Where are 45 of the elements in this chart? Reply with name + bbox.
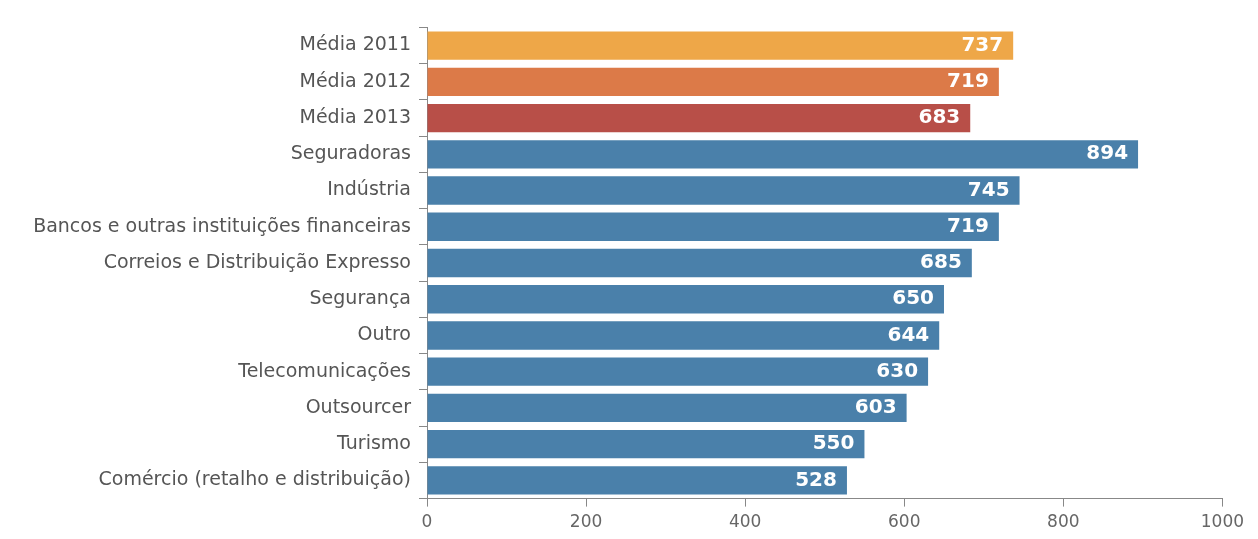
data-label: 685 bbox=[920, 249, 962, 274]
bar bbox=[427, 103, 971, 133]
x-tick-label: 800 bbox=[1047, 511, 1080, 532]
data-label: 550 bbox=[812, 430, 855, 455]
x-tick-label: 200 bbox=[569, 511, 603, 532]
data-label: 630 bbox=[876, 357, 919, 382]
data-label: 737 bbox=[961, 31, 1004, 56]
y-tick-label: Telecomunicações bbox=[237, 358, 411, 381]
y-tick-label: Correios e Distribuição Expresso bbox=[103, 249, 411, 272]
bar bbox=[427, 67, 999, 96]
y-tick-label: Turismo bbox=[336, 431, 411, 454]
y-tick-label: Bancos e outras instituições financeiras bbox=[33, 213, 411, 236]
bar bbox=[427, 430, 865, 459]
bar bbox=[427, 248, 972, 278]
bar bbox=[427, 285, 944, 314]
bar bbox=[427, 466, 847, 495]
x-tick-label: 600 bbox=[887, 511, 921, 532]
data-label: 650 bbox=[892, 285, 934, 310]
x-tick-label: 400 bbox=[728, 511, 762, 532]
data-label: 894 bbox=[1086, 140, 1129, 165]
data-label: 719 bbox=[947, 212, 989, 237]
bar bbox=[427, 212, 999, 241]
y-tick-label: Comércio (retalho e distribuição) bbox=[98, 467, 411, 490]
x-tick-label: 0 bbox=[421, 511, 433, 532]
bar bbox=[427, 176, 1020, 205]
data-label: 719 bbox=[947, 67, 989, 92]
bar bbox=[427, 357, 929, 386]
data-label: 528 bbox=[795, 466, 837, 491]
y-tick-label: Indústria bbox=[327, 177, 411, 200]
data-label: 745 bbox=[967, 176, 1010, 201]
bar bbox=[427, 321, 940, 350]
data-label: 644 bbox=[887, 321, 930, 346]
y-tick-label: Outsourcer bbox=[305, 394, 412, 417]
data-label: 603 bbox=[854, 394, 897, 419]
y-tick-label: Média 2013 bbox=[299, 104, 411, 127]
y-tick-label: Segurança bbox=[309, 286, 411, 309]
y-tick-label: Média 2011 bbox=[299, 32, 411, 55]
bar bbox=[427, 31, 1014, 60]
x-tick-label: 1000 bbox=[1200, 511, 1244, 532]
data-label: 683 bbox=[918, 104, 961, 129]
bar bbox=[427, 140, 1139, 169]
bar bbox=[427, 393, 907, 423]
y-tick-label: Seguradoras bbox=[290, 141, 411, 164]
y-tick-label: Média 2012 bbox=[299, 68, 411, 91]
y-tick-label: Outro bbox=[357, 322, 411, 345]
